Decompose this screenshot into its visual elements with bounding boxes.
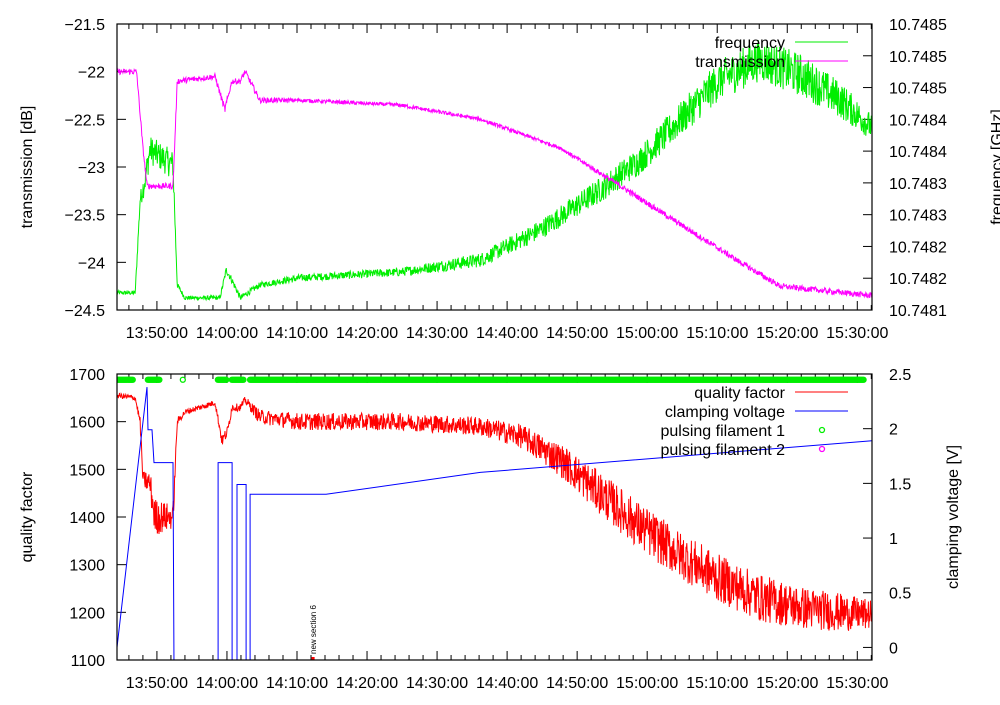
x-tick-label: 15:20:00 [756, 675, 818, 692]
y2-axis-label: clamping voltage [V] [945, 445, 962, 589]
y2-tick-label: 10.7482 [889, 271, 947, 288]
y-tick-label: 1600 [69, 415, 105, 432]
x-tick-label: 15:00:00 [616, 325, 678, 342]
y2-tick-label: 0 [889, 640, 898, 657]
x-tick-label: 14:00:00 [196, 325, 258, 342]
plot-area [117, 39, 872, 302]
x-tick-label: 15:30:00 [826, 675, 888, 692]
y2-tick-label: 10.7485 [889, 17, 947, 34]
legend-label: pulsing filament 2 [660, 442, 785, 459]
y2-tick-label: 2 [889, 422, 898, 439]
x-tick-label: 14:50:00 [546, 325, 608, 342]
legend-label: quality factor [694, 385, 785, 402]
y2-tick-label: 10.7483 [889, 176, 947, 193]
y-tick-label: 1500 [69, 462, 105, 479]
y-axis-label: quality factor [19, 471, 36, 562]
y2-tick-label: 10.7485 [889, 49, 947, 66]
marker-pulsing-filament-1 [240, 376, 247, 383]
legend-marker [818, 426, 826, 434]
y-tick-label: −24.5 [65, 303, 106, 320]
x-tick-label: 14:40:00 [476, 325, 538, 342]
x-tick-label: 15:30:00 [826, 325, 888, 342]
x-tick-label: 13:50:00 [126, 675, 188, 692]
y-tick-label: −22.5 [65, 112, 106, 129]
annotation-label: new section 6 [309, 605, 318, 654]
y2-tick-label: 0.5 [889, 586, 911, 603]
legend-label: clamping voltage [665, 404, 785, 421]
y2-tick-label: 10.7482 [889, 239, 947, 256]
legend-marker [818, 445, 826, 453]
legend-label: transmission [695, 54, 785, 71]
y2-tick-label: 10.7484 [889, 112, 947, 129]
y-tick-label: −23.5 [65, 208, 106, 225]
series-transmission [117, 67, 872, 299]
y-tick-label: 1100 [71, 653, 106, 670]
marker-pulsing-filament-1 [179, 376, 186, 383]
y-tick-label: 1300 [69, 558, 105, 575]
x-tick-label: 14:50:00 [546, 675, 608, 692]
y-tick-label: −23 [78, 160, 105, 177]
plot-frame [116, 373, 873, 661]
series-quality-factor [117, 392, 872, 631]
plot-area [117, 376, 872, 660]
y-tick-label: −21.5 [65, 17, 106, 34]
x-tick-label: 15:10:00 [686, 325, 748, 342]
y-tick-label: 1400 [69, 510, 105, 527]
y-tick-label: 1700 [69, 367, 105, 384]
marker-pulsing-filament-1 [860, 376, 867, 383]
x-tick-label: 14:30:00 [406, 325, 468, 342]
series-frequency [117, 39, 872, 302]
x-tick-label: 13:50:00 [126, 325, 188, 342]
x-tick-label: 14:10:00 [266, 675, 328, 692]
x-tick-label: 14:10:00 [266, 325, 328, 342]
y2-tick-label: 1 [889, 531, 898, 548]
y2-tick-label: 1.5 [889, 476, 911, 493]
marker-pulsing-filament-1 [129, 376, 136, 383]
marker-pulsing-filament-1 [156, 376, 163, 383]
bottom-panel: 13:50:00 14:00:00 14:10:00 14:20:00 14:30:00… [19, 367, 962, 692]
x-tick-label: 14:00:00 [196, 675, 258, 692]
series-clamping-voltage [117, 387, 872, 660]
y-tick-label: −24 [78, 255, 105, 272]
plot-frame [116, 23, 873, 311]
x-tick-label: 15:10:00 [686, 675, 748, 692]
y2-tick-label: 10.7485 [889, 81, 947, 98]
x-tick-label: 15:00:00 [616, 675, 678, 692]
legend-label: frequency [715, 35, 785, 52]
legend-label: pulsing filament 1 [660, 423, 785, 440]
x-tick-label: 14:20:00 [336, 675, 398, 692]
y2-tick-label: 10.7484 [889, 144, 947, 161]
x-tick-label: 14:20:00 [336, 325, 398, 342]
y2-tick-label: 10.7483 [889, 208, 947, 225]
y-axis-label: transmission [dB] [19, 106, 36, 229]
x-tick-label: 14:40:00 [476, 675, 538, 692]
y2-axis-label: frequency [GHz] [989, 109, 1000, 225]
x-tick-label: 14:30:00 [406, 675, 468, 692]
y-tick-label: −22 [78, 65, 105, 82]
x-tick-label: 15:20:00 [756, 325, 818, 342]
annotation-marker [311, 657, 315, 660]
y-tick-label: 1200 [69, 605, 105, 622]
y2-tick-label: 2.5 [889, 367, 911, 384]
y2-tick-label: 10.7481 [889, 303, 947, 320]
top-panel: 13:50:00 14:00:00 14:10:00 14:20:00 14:30:00… [19, 17, 1000, 342]
